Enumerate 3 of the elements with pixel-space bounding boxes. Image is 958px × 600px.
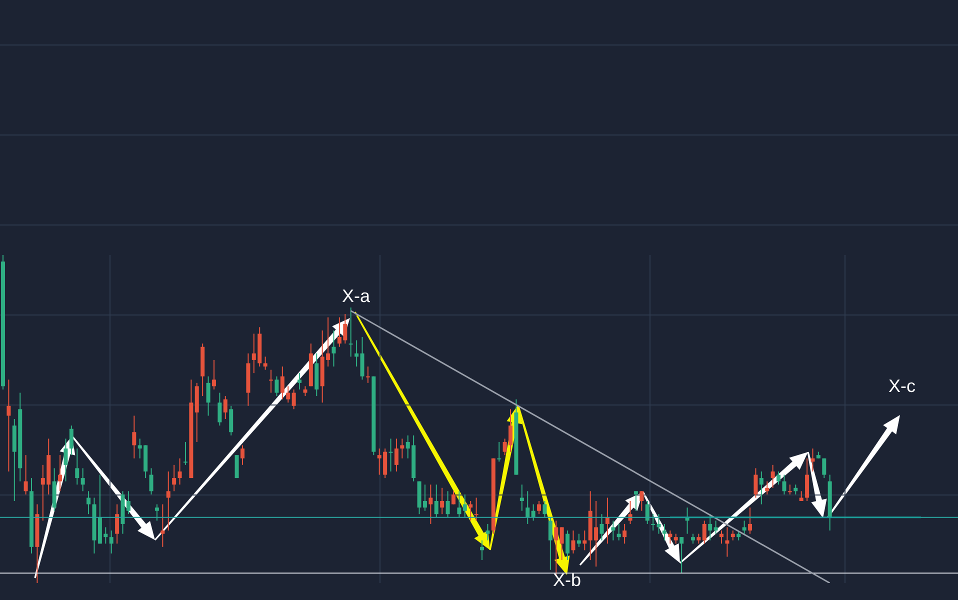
annotation: X-b	[552, 570, 582, 590]
annotation: X-c	[888, 376, 916, 396]
annotation: X-a	[342, 286, 371, 306]
